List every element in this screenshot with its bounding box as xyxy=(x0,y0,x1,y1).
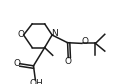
Text: O: O xyxy=(81,37,88,47)
Text: N: N xyxy=(51,29,58,38)
Text: O: O xyxy=(64,57,71,66)
Text: O: O xyxy=(18,30,25,39)
Text: OH: OH xyxy=(29,79,43,84)
Text: O: O xyxy=(13,58,20,68)
